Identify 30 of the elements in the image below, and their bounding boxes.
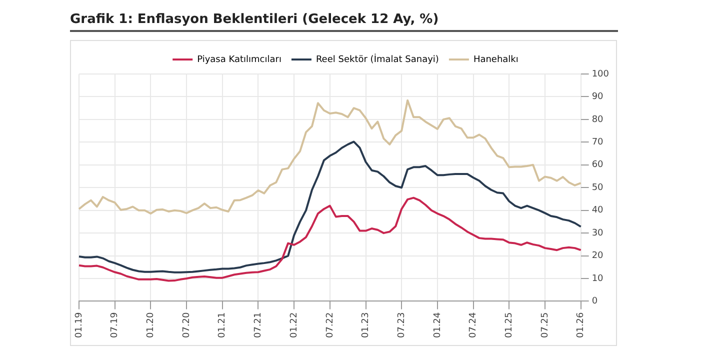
x-tick-label: 07.22 — [325, 312, 336, 338]
y-tick-label: 10 — [592, 274, 604, 284]
y-tick-label: 100 — [592, 69, 610, 80]
x-tick-label: 07.20 — [182, 312, 192, 338]
legend-label: Reel Sektör (İmalat Sanayi) — [316, 52, 439, 65]
y-tick-label: 40 — [592, 206, 604, 216]
y-tick-label: 80 — [592, 114, 604, 125]
legend-label: Piyasa Katılımcıları — [197, 54, 282, 65]
x-tick-label: 07.19 — [110, 312, 120, 338]
x-tick-label: 07.23 — [396, 312, 407, 338]
y-tick-label: 70 — [592, 138, 604, 148]
y-tick-label: 20 — [592, 251, 604, 262]
y-tick-label: 60 — [592, 160, 604, 170]
y-tick-label: 50 — [592, 182, 604, 193]
y-tick-label: 90 — [592, 92, 604, 102]
x-tick-label: 01.23 — [361, 312, 372, 338]
x-tick-label: 01.19 — [74, 312, 84, 338]
y-tick-label: 0 — [592, 296, 598, 307]
x-tick-label: 07.24 — [468, 312, 479, 338]
legend-label: Hanehalkı — [473, 54, 518, 65]
x-tick-label: 01.21 — [218, 312, 228, 338]
y-tick-label: 30 — [592, 228, 604, 238]
x-tick-label: 01.26 — [576, 312, 586, 338]
x-tick-label: 01.20 — [146, 312, 156, 338]
x-tick-label: 01.25 — [504, 312, 514, 338]
x-tick-label: 01.24 — [432, 312, 443, 338]
x-tick-label: 07.21 — [254, 312, 264, 338]
chart-title: Grafik 1: Enflasyon Beklentileri (Gelecek 12 Ay, %) — [70, 12, 618, 32]
x-tick-label: 01.22 — [289, 312, 300, 338]
x-tick-label: 07.25 — [540, 312, 550, 338]
